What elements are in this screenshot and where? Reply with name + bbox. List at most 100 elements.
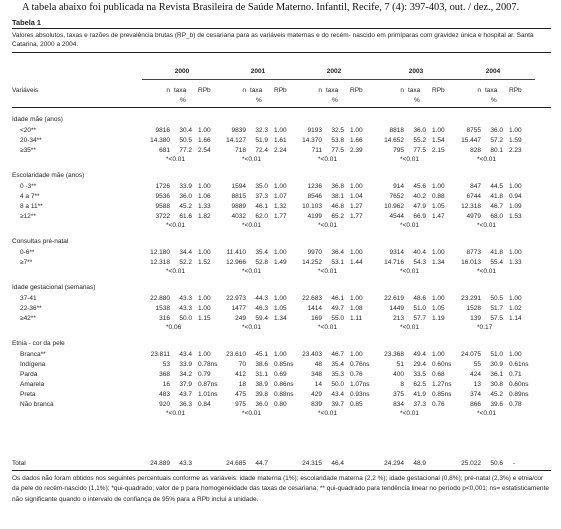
year-underline — [218, 79, 300, 80]
rp-cell: 1.32 — [274, 203, 287, 210]
rp-cell: 0.71 — [509, 371, 522, 378]
table-cell: 57.7 — [413, 315, 426, 322]
section-title: Escolaridade mãe (anos) — [12, 172, 85, 179]
rp-header: RPb — [198, 87, 211, 94]
table-cell: 51 — [396, 361, 404, 368]
table-cell: 424 — [470, 371, 481, 378]
p-value-note: *<0.01 — [242, 222, 261, 229]
table-cell: 681 — [159, 147, 170, 154]
table-cell: 35.3 — [331, 371, 344, 378]
total-cell: 24.685 — [226, 460, 246, 467]
row-label: ≥7** — [20, 259, 33, 266]
n-header: n — [242, 87, 246, 94]
row-label: ≥12** — [20, 213, 36, 220]
rp-cell: 1.08 — [350, 305, 363, 312]
rp-cell: 1.00 — [198, 295, 211, 302]
row-label: 8 a 11** — [20, 203, 43, 210]
table-cell: 37.3 — [255, 193, 268, 200]
rp-cell: 0.85ns — [432, 391, 452, 398]
table-cell: 4032 — [231, 213, 246, 220]
table-cell: 9193 — [307, 127, 322, 134]
taxa-header: taxa — [174, 87, 187, 94]
section-title: Idade mãe (anos) — [12, 116, 63, 123]
percent-header: % — [180, 97, 186, 104]
rp-cell: 1.19 — [432, 315, 445, 322]
table-cell: 32.3 — [255, 127, 268, 134]
table-description: Valores absolutos, taxas e razões de pre… — [12, 32, 534, 48]
year-underline — [376, 79, 458, 80]
rp-cell: 1.00 — [350, 351, 363, 358]
rp-cell: 0.78ns — [198, 361, 218, 368]
rp-cell: 0.88ns — [274, 391, 294, 398]
table-cell: 51.9 — [255, 137, 268, 144]
percent-header: % — [414, 97, 420, 104]
rp-cell: 0.79 — [198, 371, 211, 378]
row-label: ≥42** — [20, 315, 36, 322]
table-cell: 11.410 — [226, 249, 246, 256]
table-bottom-rule — [12, 470, 551, 471]
rp-cell: 1.27ns — [432, 381, 452, 388]
row-label: Preta — [20, 391, 36, 398]
table-cell: 70 — [238, 361, 246, 368]
rp-cell: 2.24 — [274, 147, 287, 154]
table-cell: 55 — [473, 361, 481, 368]
rp-cell: 0.60ns — [509, 381, 529, 388]
total-cell: 24.294 — [384, 460, 404, 467]
rp-cell: 1.00 — [274, 351, 287, 358]
table-cell: 45.6 — [413, 183, 426, 190]
table-cell: 847 — [470, 183, 481, 190]
table-cell: 9970 — [307, 249, 322, 256]
table-cell: 32.5 — [331, 127, 344, 134]
table-cell: 55.4 — [490, 259, 503, 266]
table-cell: 46.3 — [255, 305, 268, 312]
section-title: Etnia - cor da pele — [12, 340, 65, 347]
p-value-note: *<0.01 — [318, 222, 337, 229]
rp-cell: 1.00 — [509, 183, 522, 190]
table-cell: 40.2 — [413, 193, 426, 200]
rp-cell: 1.00 — [432, 127, 445, 134]
table-cell: 368 — [159, 371, 170, 378]
table-cell: 44.3 — [255, 295, 268, 302]
p-value-note: *0.06 — [166, 324, 182, 331]
table-cell: 52.8 — [255, 259, 268, 266]
p-value-note: *<0.01 — [477, 222, 496, 229]
p-value-note: *<0.01 — [400, 410, 419, 417]
variables-header: Variáveis — [12, 87, 39, 94]
table-cell: 8773 — [466, 249, 481, 256]
row-label: 22-36** — [20, 305, 42, 312]
table-cell: 43.7 — [179, 391, 192, 398]
rp-cell: 1.77 — [350, 213, 363, 220]
table-cell: 14.716 — [384, 259, 404, 266]
table-cell: 30.9 — [490, 361, 503, 368]
percent-header: % — [491, 97, 497, 104]
n-header: n — [166, 87, 170, 94]
table-cell: 711 — [311, 147, 322, 154]
rp-cell: 0.84 — [198, 401, 211, 408]
rp-cell: 1.07 — [274, 193, 287, 200]
total-cell: 48.9 — [413, 460, 426, 467]
rp-cell: 1.34 — [432, 259, 445, 266]
table-cell: 8 — [400, 381, 404, 388]
table-cell: 14.127 — [226, 137, 246, 144]
table-cell: 12.318 — [461, 203, 481, 210]
rp-cell: 1.66 — [198, 137, 211, 144]
rp-cell: 1.01ns — [198, 391, 218, 398]
table-cell: 22.973 — [226, 295, 246, 302]
rp-cell: 2.15 — [432, 147, 445, 154]
table-cell: 47.9 — [413, 203, 426, 210]
table-cell: 36.1 — [490, 371, 503, 378]
percent-header: % — [256, 97, 262, 104]
table-cell: 66.9 — [413, 213, 426, 220]
p-value-note: *<0.01 — [318, 268, 337, 275]
table-cell: 16 — [162, 381, 170, 388]
p-value-note: *<0.01 — [166, 156, 185, 163]
p-value-note: *<0.01 — [400, 222, 419, 229]
rp-cell: 0.76 — [432, 401, 445, 408]
table-cell: 35.4 — [331, 361, 344, 368]
table-cell: 46.7 — [331, 351, 344, 358]
year-header: 2002 — [326, 68, 342, 75]
table-cell: 9816 — [155, 127, 170, 134]
rp-cell: 1.00 — [509, 127, 522, 134]
table-cell: 213 — [393, 315, 404, 322]
table-cell: 834 — [393, 401, 404, 408]
